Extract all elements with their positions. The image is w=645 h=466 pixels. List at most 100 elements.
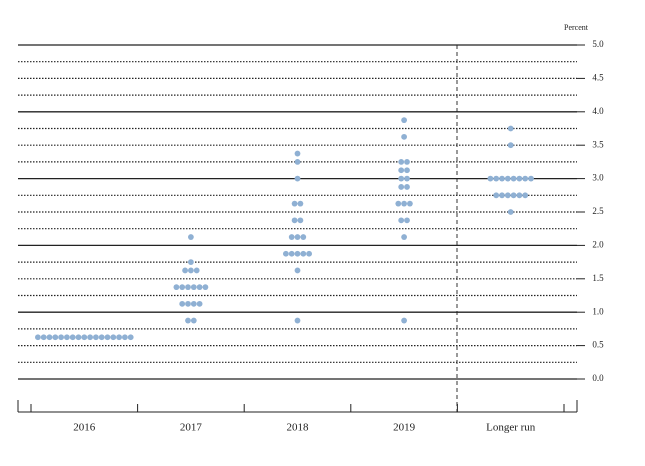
dot bbox=[398, 175, 405, 182]
dot bbox=[504, 192, 511, 199]
y-tick-label: 2.0 bbox=[592, 239, 604, 249]
x-tick-label: 2019 bbox=[393, 422, 416, 434]
dot bbox=[516, 175, 523, 182]
dot bbox=[294, 317, 301, 324]
dot bbox=[188, 234, 194, 240]
dot bbox=[493, 192, 500, 199]
dot bbox=[516, 192, 523, 199]
dot bbox=[188, 259, 194, 265]
dot bbox=[291, 200, 298, 207]
dot bbox=[401, 200, 407, 207]
dot bbox=[93, 334, 99, 341]
dot bbox=[58, 334, 64, 341]
dot bbox=[300, 250, 307, 257]
dot bbox=[297, 217, 304, 224]
dot bbox=[173, 284, 180, 291]
dot bbox=[407, 200, 413, 207]
dot bbox=[499, 192, 505, 199]
dot bbox=[306, 250, 312, 257]
dot bbox=[510, 192, 517, 199]
dot bbox=[69, 334, 76, 341]
dot bbox=[190, 284, 197, 291]
dot bbox=[182, 267, 189, 274]
dot bbox=[522, 175, 529, 182]
dot bbox=[398, 167, 405, 174]
dot bbox=[398, 217, 405, 224]
dot bbox=[294, 159, 301, 165]
dot bbox=[110, 334, 117, 341]
x-tick-label: 2016 bbox=[73, 422, 96, 434]
dot bbox=[401, 117, 407, 124]
dot bbox=[404, 184, 410, 190]
dot bbox=[294, 250, 301, 257]
y-tick-label: 4.5 bbox=[592, 72, 604, 82]
dot bbox=[179, 284, 186, 291]
dot bbox=[35, 334, 41, 341]
dot bbox=[46, 334, 53, 341]
dot bbox=[98, 334, 105, 341]
dot bbox=[104, 334, 111, 341]
dot bbox=[288, 234, 295, 240]
dot bbox=[528, 175, 534, 182]
dot bbox=[116, 334, 122, 341]
y-tick-label: 0.5 bbox=[592, 340, 604, 350]
dot bbox=[193, 267, 200, 274]
dot bbox=[291, 217, 298, 224]
dot bbox=[196, 284, 203, 291]
dot bbox=[283, 250, 289, 257]
dot bbox=[190, 300, 197, 307]
dot bbox=[522, 192, 529, 199]
dot bbox=[487, 175, 494, 182]
dot bbox=[190, 317, 197, 324]
dot bbox=[507, 142, 514, 149]
dot bbox=[294, 234, 301, 240]
dot bbox=[398, 184, 405, 190]
dot bbox=[398, 159, 405, 165]
dot bbox=[122, 334, 128, 341]
dot bbox=[87, 334, 93, 341]
dot bbox=[185, 284, 191, 291]
dot bbox=[294, 267, 301, 274]
y-axis-label: Percent bbox=[564, 23, 589, 32]
dot bbox=[127, 334, 134, 341]
dot bbox=[401, 317, 407, 324]
dot bbox=[188, 267, 194, 274]
dot bbox=[504, 175, 511, 182]
dot bbox=[507, 125, 514, 132]
dot bbox=[297, 200, 304, 207]
dot bbox=[40, 334, 47, 341]
dot bbox=[300, 234, 307, 240]
x-tick-label: 2018 bbox=[287, 422, 310, 434]
dot bbox=[64, 334, 70, 341]
dot bbox=[507, 209, 514, 215]
y-tick-label: 3.0 bbox=[592, 173, 604, 183]
dot bbox=[404, 159, 410, 165]
y-tick-label: 4.0 bbox=[592, 106, 604, 116]
y-tick-label: 1.5 bbox=[592, 273, 604, 283]
dot bbox=[202, 284, 209, 291]
dot bbox=[81, 334, 88, 341]
dot bbox=[401, 234, 407, 240]
dot bbox=[404, 217, 410, 224]
y-tick-label: 1.0 bbox=[592, 306, 604, 316]
dot bbox=[52, 334, 59, 341]
dot bbox=[75, 334, 82, 341]
y-tick-label: 2.5 bbox=[592, 206, 604, 216]
y-tick-label: 3.5 bbox=[592, 139, 604, 149]
dot bbox=[401, 133, 407, 140]
dot bbox=[185, 300, 191, 307]
dot bbox=[185, 317, 191, 324]
dot bbox=[404, 175, 410, 182]
dot bbox=[404, 167, 410, 174]
dot bbox=[196, 300, 203, 307]
dot bbox=[510, 175, 517, 182]
dot bbox=[395, 200, 402, 207]
y-tick-label: 0.0 bbox=[592, 373, 604, 383]
x-tick-label: 2017 bbox=[180, 422, 203, 434]
dot bbox=[294, 175, 301, 182]
dot bbox=[294, 150, 301, 157]
x-tick-label: Longer run bbox=[486, 422, 536, 434]
y-tick-label: 5.0 bbox=[592, 39, 604, 49]
dot bbox=[493, 175, 500, 182]
